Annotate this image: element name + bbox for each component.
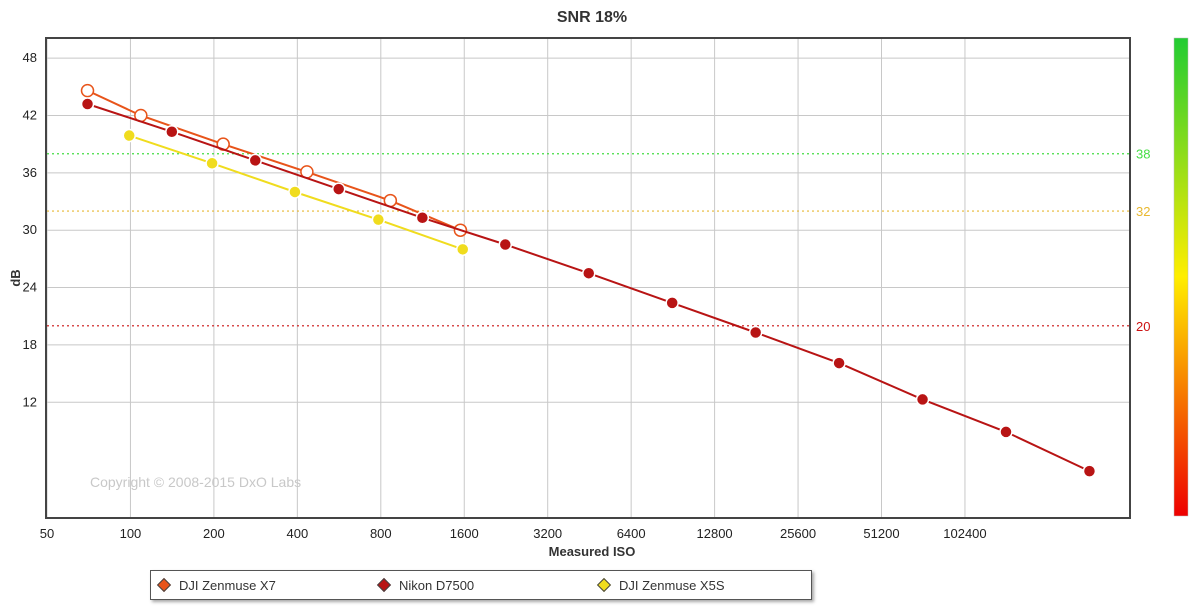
reference-label-20: 20 xyxy=(1136,319,1150,334)
x-tick-label: 100 xyxy=(120,526,142,541)
y-tick-label: 24 xyxy=(23,280,37,295)
data-point-nikon-d7500[interactable] xyxy=(498,237,513,252)
data-point-nikon-d7500[interactable] xyxy=(665,296,679,310)
legend: DJI Zenmuse X7 Nikon D7500 DJI Zenmuse X… xyxy=(150,570,812,600)
series xyxy=(80,83,1097,478)
legend-marker-nikon-d7500 xyxy=(376,577,392,593)
data-point-dji-zenmuse-x5s[interactable] xyxy=(288,185,302,199)
x-tick-label: 3200 xyxy=(533,526,562,541)
legend-marker-dji-zenmuse-x7 xyxy=(156,577,172,593)
plot-frame xyxy=(45,37,1131,519)
series-line-dji-zenmuse-x7 xyxy=(87,89,461,232)
x-tick-label: 25600 xyxy=(780,526,816,541)
legend-item-dji-zenmuse-x7[interactable]: DJI Zenmuse X7 xyxy=(151,578,371,593)
data-point-dji-zenmuse-x5s[interactable] xyxy=(455,242,470,257)
x-tick-label: 12800 xyxy=(697,526,733,541)
data-point-nikon-d7500[interactable] xyxy=(1082,464,1097,478)
x-tick-label: 800 xyxy=(370,526,392,541)
data-point-dji-zenmuse-x5s[interactable] xyxy=(122,128,136,143)
legend-label: DJI Zenmuse X7 xyxy=(179,577,276,593)
x-tick-label: 400 xyxy=(286,526,308,541)
x-tick-label: 102400 xyxy=(943,526,986,541)
data-point-dji-zenmuse-x5s[interactable] xyxy=(371,212,386,227)
x-tick-label: 51200 xyxy=(863,526,899,541)
legend-label: Nikon D7500 xyxy=(399,577,475,593)
data-point-nikon-d7500[interactable] xyxy=(80,97,95,111)
y-tick-label: 12 xyxy=(23,394,37,409)
x-tick-label: 50 xyxy=(40,526,54,541)
reference-lines xyxy=(47,153,1129,327)
y-tick-label: 48 xyxy=(23,50,37,65)
data-point-dji-zenmuse-x5s[interactable] xyxy=(205,156,219,171)
tick-labels: 50 100 200 400 800 1600 3200 6400 12800 25600 5120… xyxy=(23,50,1151,541)
reference-label-32: 32 xyxy=(1136,204,1150,219)
y-axis-label: dB xyxy=(8,269,23,286)
x-tick-label: 200 xyxy=(203,526,225,541)
colorbar xyxy=(1173,37,1189,517)
legend-label: DJI Zenmuse X5S xyxy=(619,577,725,593)
data-point-nikon-d7500[interactable] xyxy=(415,211,430,225)
legend-marker-dji-zenmuse-x5s xyxy=(596,577,612,593)
y-tick-label: 36 xyxy=(23,165,37,180)
legend-item-dji-zenmuse-x5s[interactable]: DJI Zenmuse X5S xyxy=(591,578,811,593)
x-tick-label: 6400 xyxy=(617,526,646,541)
chart-title: SNR 18% xyxy=(557,9,627,26)
y-tick-label: 18 xyxy=(23,337,37,352)
reference-label-38: 38 xyxy=(1136,147,1150,162)
watermark: Copyright © 2008-2015 DxO Labs xyxy=(90,474,301,490)
x-axis-label: Measured ISO xyxy=(549,544,636,559)
data-point-nikon-d7500[interactable] xyxy=(915,392,930,407)
data-point-nikon-d7500[interactable] xyxy=(999,425,1013,439)
data-point-nikon-d7500[interactable] xyxy=(331,182,346,196)
y-tick-label: 42 xyxy=(23,107,37,122)
grid xyxy=(46,39,1129,517)
data-point-dji-zenmuse-x7[interactable] xyxy=(80,83,95,98)
data-point-nikon-d7500[interactable] xyxy=(248,153,263,168)
x-tick-label: 1600 xyxy=(450,526,479,541)
data-point-nikon-d7500[interactable] xyxy=(581,266,596,280)
legend-item-nikon-d7500[interactable]: Nikon D7500 xyxy=(371,578,591,593)
data-point-nikon-d7500[interactable] xyxy=(748,325,763,340)
data-point-nikon-d7500[interactable] xyxy=(832,356,846,370)
data-point-nikon-d7500[interactable] xyxy=(165,124,179,139)
y-tick-label: 30 xyxy=(23,222,37,237)
